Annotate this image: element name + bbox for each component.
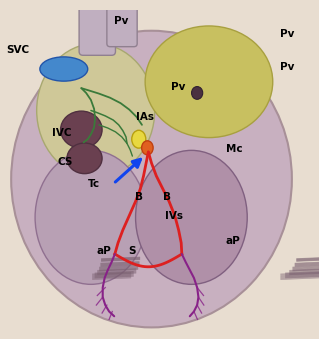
Text: IVs: IVs [165,211,183,221]
Text: Pv: Pv [171,82,186,92]
FancyBboxPatch shape [107,7,137,47]
Text: Pv: Pv [280,62,294,73]
Ellipse shape [142,141,153,155]
Ellipse shape [67,143,102,174]
Text: aP: aP [226,236,240,246]
Text: B: B [135,192,143,202]
Text: Pv: Pv [114,16,129,26]
Text: Pv: Pv [280,29,294,39]
Text: Mc: Mc [226,144,243,154]
Ellipse shape [145,26,273,138]
Ellipse shape [40,57,88,81]
Ellipse shape [72,147,99,168]
Text: SVC: SVC [6,45,29,55]
Ellipse shape [37,43,155,178]
Text: IVC: IVC [52,128,72,138]
Ellipse shape [136,151,247,284]
Text: Tc: Tc [88,179,100,189]
Ellipse shape [61,111,102,148]
Ellipse shape [35,151,147,284]
Ellipse shape [11,31,292,327]
Text: IAs: IAs [136,112,154,122]
Text: aP: aP [96,246,111,256]
Text: CS: CS [58,157,73,166]
Ellipse shape [132,130,146,148]
Text: S: S [129,246,136,256]
FancyBboxPatch shape [79,6,115,55]
Ellipse shape [67,115,99,141]
Text: B: B [163,192,172,202]
Ellipse shape [191,86,203,99]
